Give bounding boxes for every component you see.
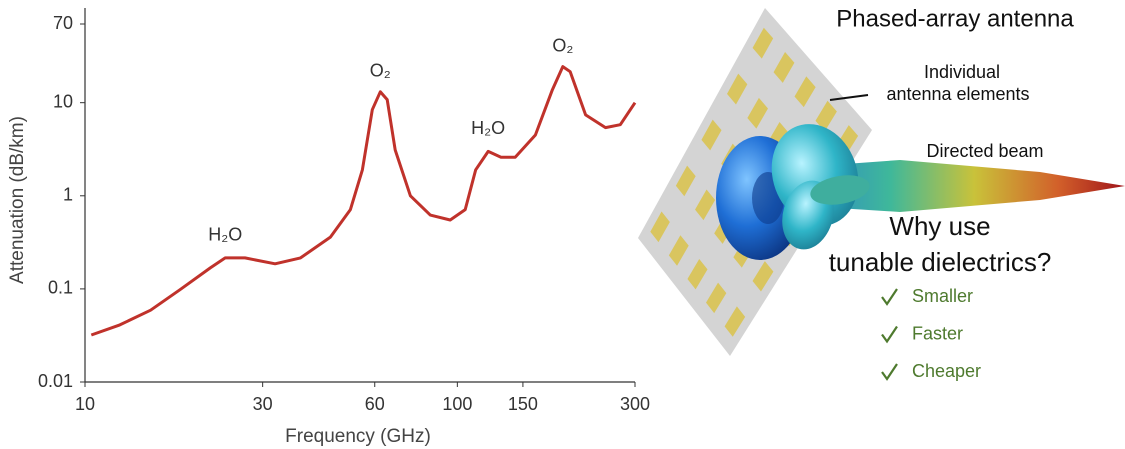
x-tick-label: 10 bbox=[75, 394, 95, 414]
y-tick-label: 1 bbox=[63, 185, 73, 205]
annotation: O₂ bbox=[370, 61, 391, 81]
annotation: O₂ bbox=[552, 35, 573, 55]
illustration-title: Phased-array antenna bbox=[836, 5, 1074, 32]
antenna-illustration: Phased-array antenna Individual antenna … bbox=[638, 5, 1125, 380]
checkmark bbox=[882, 364, 897, 379]
x-tick-label: 100 bbox=[442, 394, 472, 414]
x-tick-label: 60 bbox=[365, 394, 385, 414]
benefit-list: Smaller Faster Cheaper bbox=[882, 286, 981, 381]
benefit: Faster bbox=[912, 323, 963, 343]
beam-label: Directed beam bbox=[926, 141, 1043, 161]
figure: Phased-array antenna Individual antenna … bbox=[0, 0, 1125, 449]
y-tick-label: 0.01 bbox=[38, 371, 73, 391]
checkmark bbox=[882, 289, 897, 304]
checkmark bbox=[882, 327, 897, 342]
x-axis-label: Frequency (GHz) bbox=[285, 426, 431, 447]
element-label: Individual bbox=[924, 62, 1000, 82]
annotation: H₂O bbox=[208, 225, 242, 245]
element-label: antenna elements bbox=[886, 84, 1029, 104]
benefit: Smaller bbox=[912, 286, 973, 306]
chart: 0.01 0.1 1 10 70 10 30 60 100 150 300 Frequency (GH… bbox=[7, 8, 650, 447]
question: tunable dielectrics? bbox=[829, 247, 1052, 277]
annotation: H₂O bbox=[471, 118, 505, 138]
data-line bbox=[91, 67, 635, 335]
x-tick-label: 30 bbox=[253, 394, 273, 414]
y-tick-label: 10 bbox=[53, 91, 73, 111]
x-tick-label: 300 bbox=[620, 394, 650, 414]
y-tick-label: 0.1 bbox=[48, 278, 73, 298]
benefit: Cheaper bbox=[912, 361, 981, 381]
x-tick-label: 150 bbox=[508, 394, 538, 414]
y-axis-label: Attenuation (dB/km) bbox=[7, 116, 28, 284]
y-tick-label: 70 bbox=[53, 13, 73, 33]
question: Why use bbox=[889, 211, 990, 241]
